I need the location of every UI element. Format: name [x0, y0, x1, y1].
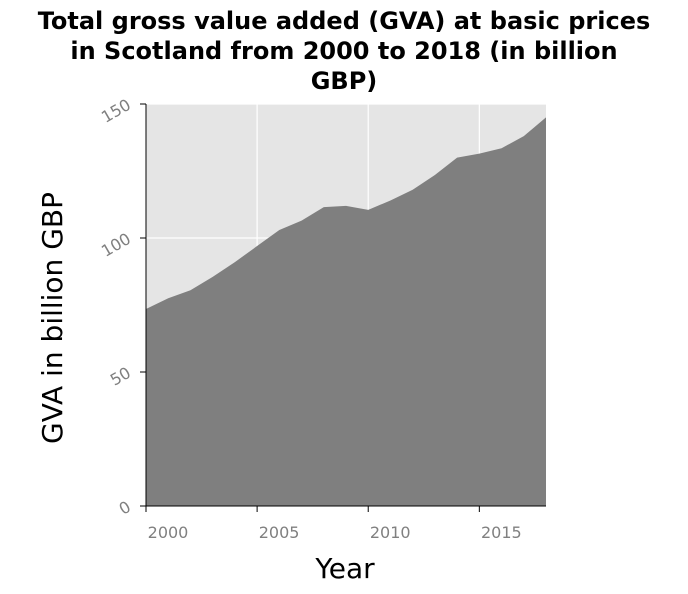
x-axis-label: Year [314, 552, 375, 585]
x-tick-label: 2015 [481, 523, 522, 542]
gva-area [146, 117, 546, 507]
y-tick-label: 50 [107, 363, 134, 390]
x-tick-label: 2010 [370, 523, 411, 542]
chart-title-line: GBP) [310, 67, 378, 95]
chart-title-line: in Scotland from 2000 to 2018 (in billio… [70, 37, 618, 65]
y-tick-label: 0 [116, 497, 134, 519]
chart-title-line: Total gross value added (GVA) at basic p… [37, 7, 651, 35]
x-tick-label: 2005 [259, 523, 300, 542]
y-tick-label: 150 [98, 95, 134, 127]
y-axis-label: GVA in billion GBP [36, 192, 69, 444]
axes [140, 103, 546, 512]
x-tick-label: 2000 [148, 523, 189, 542]
y-tick-label: 100 [98, 229, 134, 261]
chart-title: Total gross value added (GVA) at basic p… [0, 6, 688, 96]
